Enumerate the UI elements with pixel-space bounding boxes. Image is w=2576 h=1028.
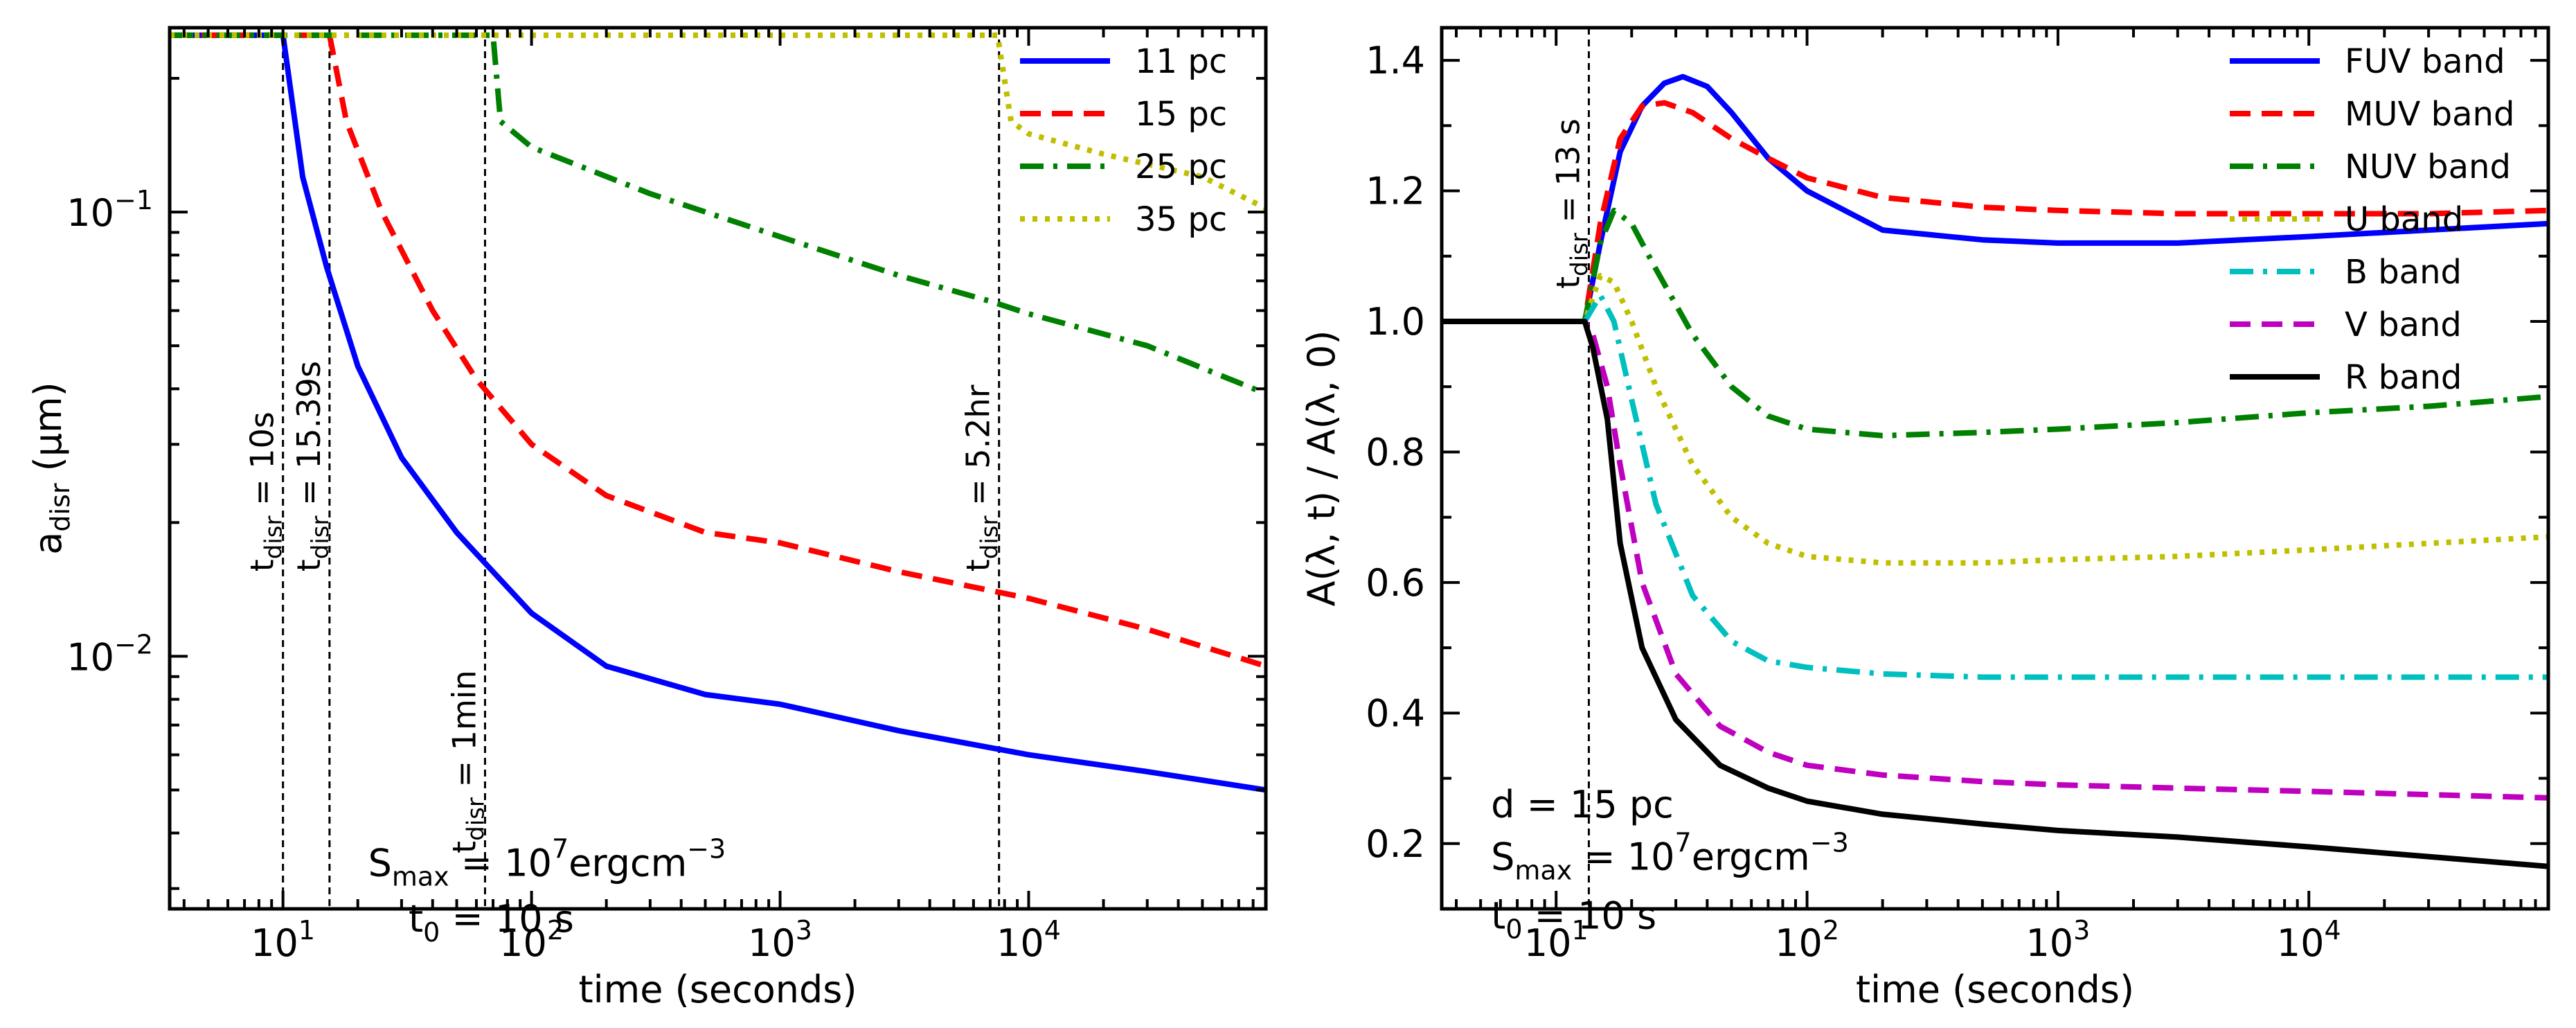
plot-area xyxy=(1442,28,2548,909)
y-tick-label: 0.8 xyxy=(1366,430,1425,474)
series-line-nuv-band xyxy=(1442,207,2548,438)
legend: 11 pc 15 pc 25 pc 35 pc xyxy=(1020,42,1227,239)
series-line-b-band xyxy=(1442,292,2548,680)
axes-frame xyxy=(168,26,1268,911)
legend-entry: U band xyxy=(2345,200,2463,239)
y-axis: 10−1 10−2 xyxy=(66,77,1266,890)
legend: FUV band MUV band NUV band U band B band V ba… xyxy=(2230,42,2514,397)
panel-1: 101 102 103 104 time (seconds) 10−1 10−2 adisr … xyxy=(26,26,1268,1011)
x-tick-label: 103 xyxy=(2025,915,2090,965)
y-tick-label: 0.6 xyxy=(1366,561,1425,605)
annotation-smax: Smax = 107ergcm−3 xyxy=(1491,827,1849,885)
annotation-t0: t0 = 10 s xyxy=(1491,894,1656,944)
legend-entry: 11 pc xyxy=(1135,42,1227,81)
legend-entry: V band xyxy=(2345,305,2462,344)
x-axis-label: time (seconds) xyxy=(578,968,857,1011)
legend-entry: 25 pc xyxy=(1135,148,1227,186)
annotation-smax: Smax = 107ergcm−3 xyxy=(368,834,726,892)
vline-label: tdisr = 13 s xyxy=(1549,118,1593,289)
x-axis-label: time (seconds) xyxy=(1856,968,2134,1011)
x-tick-label: 104 xyxy=(996,915,1061,965)
vline-label: tdisr = 1min xyxy=(445,670,490,853)
annotation-t0: t0 = 10 s xyxy=(409,897,574,948)
x-axis: 101 102 103 104 xyxy=(182,28,1267,965)
annotation-d: d = 15 pc xyxy=(1491,783,1674,826)
x-tick-label: 101 xyxy=(251,915,315,965)
y-tick-label: 0.2 xyxy=(1366,822,1425,866)
axes-frame xyxy=(1440,26,2550,911)
series-line-15-pc xyxy=(170,32,1266,669)
legend-entry: 15 pc xyxy=(1135,95,1227,134)
y-axis-label: adisr (μm) xyxy=(26,382,75,554)
y-tick-label: 0.4 xyxy=(1366,691,1425,735)
legend-entry: FUV band xyxy=(2345,42,2505,81)
panel-2: 101 102 103 104 time (seconds) 0.2 0.4 0.6 0.8 1.… xyxy=(1300,26,2550,1011)
y-tick-label: 1.2 xyxy=(1366,170,1425,213)
y-axis: 0.2 0.4 0.6 0.8 1.0 1.2 1.4 xyxy=(1366,39,2548,910)
y-tick-label: 1.0 xyxy=(1366,300,1425,344)
vline-label: tdisr = 5.2hr xyxy=(960,384,1004,571)
series-line-muv-band xyxy=(1442,100,2548,324)
series-line-35-pc xyxy=(170,32,1266,211)
series-line-v-band xyxy=(1442,319,2548,801)
legend-entry: NUV band xyxy=(2345,148,2511,186)
x-tick-label: 101 xyxy=(1524,915,1589,965)
legend-entry: 35 pc xyxy=(1135,200,1227,239)
x-tick-label: 103 xyxy=(748,915,812,965)
vline-label: tdisr = 10s xyxy=(244,411,288,571)
y-tick-label: 10−2 xyxy=(66,629,153,679)
series-line-u-band xyxy=(1442,273,2548,566)
legend-entry: MUV band xyxy=(2345,95,2514,134)
series-line-r-band xyxy=(1442,319,2548,869)
y-tick-label: 10−1 xyxy=(66,185,153,235)
series-line-11-pc xyxy=(170,32,1266,793)
series-line-fuv-band xyxy=(1442,73,2548,324)
legend-entry: R band xyxy=(2345,358,2462,397)
plot-area xyxy=(170,28,1266,909)
vline-label: tdisr = 15.39s xyxy=(290,361,334,571)
series-line-25-pc xyxy=(170,32,1266,397)
legend-entry: B band xyxy=(2345,253,2462,292)
x-axis: 101 102 103 104 xyxy=(1455,28,2550,965)
x-tick-label: 102 xyxy=(1775,915,1839,965)
y-axis-label: A(λ, t) / A(λ, 0) xyxy=(1300,330,1343,607)
x-tick-label: 104 xyxy=(2277,915,2341,965)
y-tick-label: 1.4 xyxy=(1366,39,1425,82)
x-tick-label: 102 xyxy=(499,915,564,965)
